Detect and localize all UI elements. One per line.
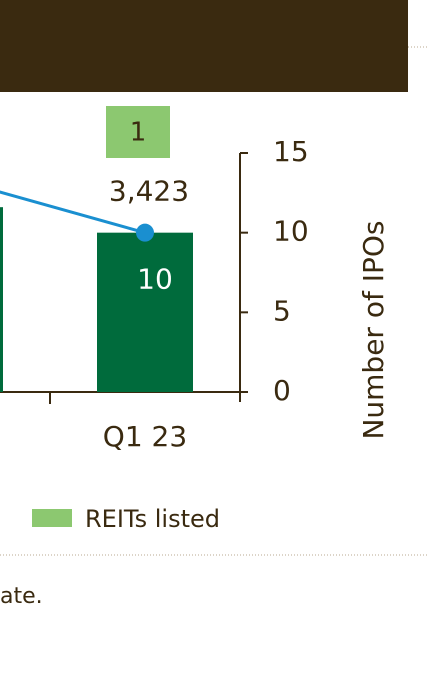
y-tick-label: 5 — [273, 294, 291, 327]
y-tick-label: 10 — [273, 215, 309, 248]
legend-swatch — [32, 509, 72, 527]
line-label: 3,423 — [109, 175, 189, 208]
reit-label: 1 — [130, 118, 147, 148]
line-point — [136, 223, 154, 242]
y-tick-label: 15 — [273, 135, 309, 168]
reit-box — [106, 106, 170, 158]
line — [0, 190, 146, 235]
bar — [97, 232, 193, 392]
y-tick-label: 0 — [273, 374, 291, 407]
x-tick-label: Q1 23 — [103, 420, 187, 453]
footnote: ate. — [0, 584, 43, 609]
bar — [0, 207, 3, 392]
bar-label: 10 — [137, 263, 173, 296]
legend-label: REITs listed — [85, 505, 220, 533]
y-axis-title: Number of IPOs — [357, 220, 390, 439]
header-bar — [0, 0, 408, 92]
